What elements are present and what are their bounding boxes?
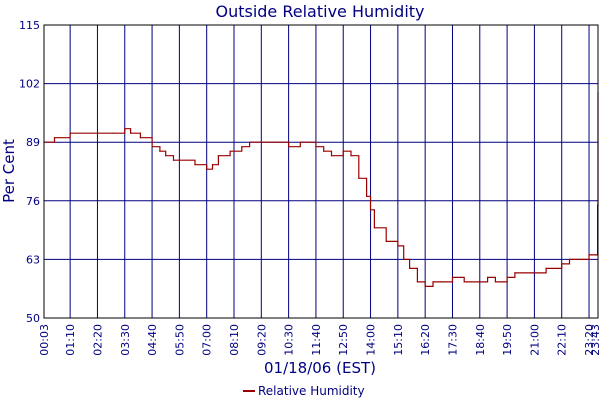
- data-point: [350, 155, 352, 157]
- x-tick-label: 22:10: [556, 324, 569, 356]
- data-point: [130, 132, 132, 134]
- y-tick-label: 102: [19, 78, 40, 91]
- data-point: [463, 281, 465, 283]
- x-tick-label: 23:20: [583, 324, 596, 356]
- data-point: [533, 272, 536, 274]
- x-tick-label: 19:50: [501, 324, 514, 356]
- data-point: [416, 281, 418, 283]
- data-point: [139, 137, 141, 139]
- x-tick-label: 18:40: [474, 324, 487, 356]
- data-point: [432, 281, 434, 283]
- x-tick-label: 17:30: [446, 324, 459, 356]
- data-point: [178, 159, 180, 161]
- x-axis-label: 01/18/06 (EST): [264, 359, 376, 377]
- data-point: [403, 258, 405, 260]
- data-point: [588, 254, 590, 256]
- data-point: [358, 177, 360, 179]
- x-tick-label: 04:40: [146, 324, 159, 356]
- data-point: [342, 150, 344, 152]
- data-point: [229, 150, 231, 152]
- y-axis-ticks: 50 63 76 89 102 115: [19, 19, 40, 325]
- data-point: [151, 146, 153, 148]
- y-tick-label: 63: [26, 253, 40, 266]
- x-tick-label: 03:30: [119, 324, 132, 356]
- data-point: [502, 281, 504, 283]
- data-point: [53, 137, 56, 139]
- grid: [43, 24, 599, 319]
- series-line-relative-humidity: [44, 92, 599, 287]
- data-point: [568, 258, 571, 260]
- data-point: [522, 272, 524, 274]
- x-tick-label: 23:43: [589, 324, 600, 356]
- series-layer: [43, 92, 599, 287]
- legend: Relative Humidity: [243, 384, 365, 398]
- data-point: [124, 128, 126, 130]
- y-tick-label: 115: [19, 19, 40, 32]
- x-tick-label: 05:50: [173, 324, 186, 356]
- x-tick-label: 07:00: [201, 324, 214, 356]
- x-tick-label: 21:00: [528, 324, 541, 356]
- data-point: [397, 245, 399, 247]
- data-point: [561, 263, 563, 265]
- data-point: [323, 150, 325, 152]
- chart-title: Outside Relative Humidity: [215, 2, 424, 21]
- data-point: [165, 155, 167, 157]
- data-point: [206, 168, 208, 170]
- x-tick-label: 10:30: [283, 324, 296, 356]
- x-tick-label: 14:00: [365, 324, 378, 356]
- data-point: [69, 132, 71, 134]
- x-tick-label: 16:20: [419, 324, 432, 356]
- data-point: [596, 254, 598, 256]
- data-point: [594, 254, 596, 256]
- data-point: [494, 281, 496, 283]
- legend-label: Relative Humidity: [258, 384, 365, 398]
- data-point: [545, 267, 547, 269]
- y-axis-label: Per Cent: [0, 139, 18, 203]
- data-point: [451, 276, 454, 278]
- y-tick-label: 50: [26, 312, 40, 325]
- data-point: [506, 276, 508, 278]
- data-point: [440, 281, 442, 283]
- data-point: [315, 146, 317, 148]
- x-tick-label: 01:10: [64, 324, 77, 356]
- data-point: [299, 141, 301, 143]
- data-point: [211, 164, 214, 166]
- data-point: [217, 155, 219, 157]
- data-point: [194, 164, 196, 166]
- data-point: [369, 209, 372, 211]
- data-point: [260, 141, 262, 143]
- plot-frame: [43, 24, 599, 319]
- data-point: [249, 141, 251, 143]
- data-point: [580, 258, 582, 260]
- data-point: [241, 146, 243, 148]
- x-tick-label: 09:20: [255, 324, 268, 356]
- data-point: [487, 276, 489, 278]
- x-tick-label: 00:03: [38, 324, 51, 356]
- data-point: [366, 195, 368, 197]
- x-axis-ticks: 00:03 01:10 02:20 03:30 04:40 05:50 07:00 08:10…: [38, 324, 600, 356]
- y-tick-label: 76: [26, 195, 40, 208]
- y-tick-label: 89: [26, 136, 40, 149]
- data-point: [424, 285, 426, 287]
- data-point: [330, 155, 333, 157]
- data-point: [514, 272, 516, 274]
- x-tick-label: 02:20: [91, 324, 104, 356]
- data-point: [276, 141, 278, 143]
- x-tick-label: 11:40: [310, 324, 323, 356]
- x-tick-label: 12:50: [337, 324, 350, 356]
- x-tick-label: 08:10: [228, 324, 241, 356]
- data-point: [409, 267, 411, 269]
- data-point: [172, 159, 175, 161]
- data-point: [479, 281, 481, 283]
- data-point: [159, 150, 161, 152]
- data-point: [373, 227, 375, 229]
- data-point: [385, 240, 387, 242]
- data-point: [288, 146, 290, 148]
- data-point: [96, 132, 98, 134]
- x-tick-label: 15:10: [392, 324, 405, 356]
- data-point: [112, 132, 114, 134]
